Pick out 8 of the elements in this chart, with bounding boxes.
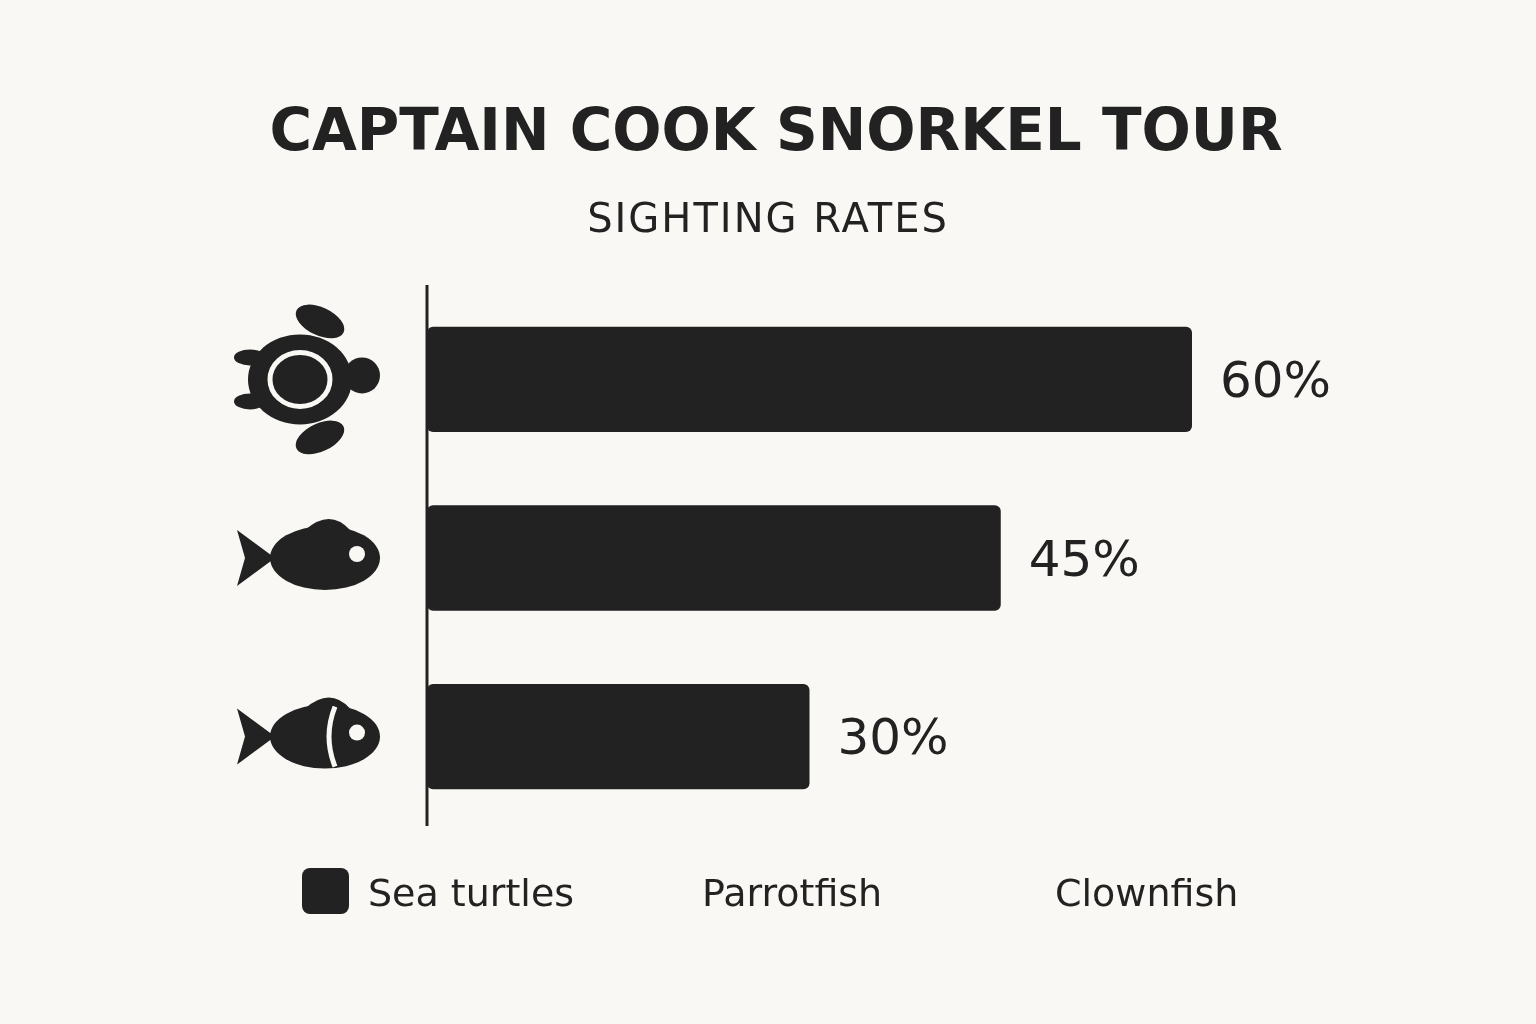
data-label: 60%	[1220, 350, 1332, 409]
chart-title: CAPTAIN COOK SNORKEL TOUR	[269, 96, 1283, 164]
chart-subtitle: SIGHTING RATES	[587, 195, 949, 241]
text: Clownfish	[1055, 871, 1239, 916]
data-label: 30%	[837, 708, 949, 767]
data-label: 45%	[1028, 529, 1140, 588]
text: Sea turtles	[368, 871, 575, 916]
text: Parrotfish	[702, 871, 883, 916]
